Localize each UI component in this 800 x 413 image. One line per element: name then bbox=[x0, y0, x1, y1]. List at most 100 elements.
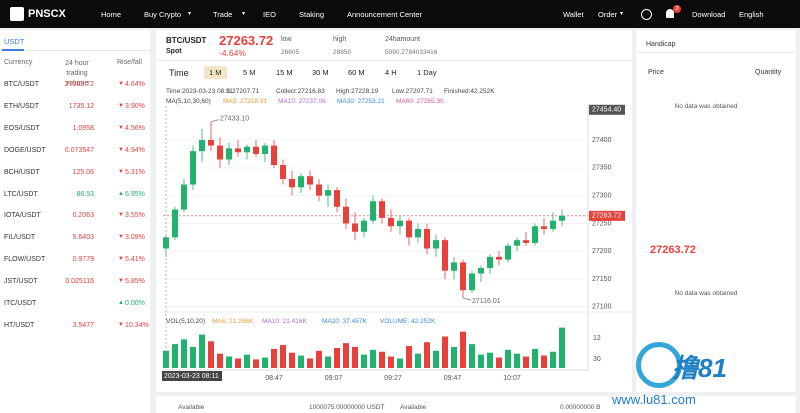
candle-body bbox=[433, 240, 439, 249]
candle-body bbox=[451, 262, 457, 271]
ma-legend-item: MA5: 27218.91 bbox=[223, 98, 268, 105]
candle-body bbox=[397, 220, 403, 227]
ticker-stat-value: 26605 bbox=[281, 49, 300, 56]
interval-button[interactable]: 60 M bbox=[348, 68, 365, 77]
ticker-price: 27263.72 bbox=[219, 33, 274, 48]
market-change: 6.95% bbox=[125, 190, 145, 198]
volume-bar bbox=[559, 327, 565, 368]
annotation-line bbox=[210, 119, 220, 123]
nav-right-item[interactable]: English bbox=[739, 10, 764, 19]
watermark-logo: 撸81 bbox=[672, 353, 727, 383]
volume-bar bbox=[262, 357, 268, 368]
ticker-market: Spot bbox=[166, 48, 182, 55]
candle-body bbox=[505, 245, 511, 260]
market-arrow: ▼ bbox=[118, 234, 124, 241]
market-arrow: ▼ bbox=[118, 321, 124, 328]
candle-body bbox=[199, 140, 205, 152]
vol-legend-item: VOLUME: 42.252K bbox=[380, 318, 436, 325]
volume-bar bbox=[460, 331, 466, 368]
volume-bar bbox=[208, 341, 214, 368]
market-pair[interactable]: DOGE/USDT bbox=[4, 146, 46, 154]
volume-bar bbox=[388, 356, 394, 368]
candle-body bbox=[316, 184, 322, 196]
footer-panel bbox=[156, 396, 796, 413]
market-pair[interactable]: IOTA/USDT bbox=[4, 212, 41, 220]
nav-right-item[interactable]: Wallet bbox=[563, 10, 584, 19]
nav-right-item[interactable]: Download bbox=[692, 10, 726, 19]
candle-body bbox=[442, 240, 448, 271]
footer-text: 0.00000000 B bbox=[560, 404, 601, 411]
candle-body bbox=[217, 145, 223, 160]
ma-legend-item: MA10: 27237.06 bbox=[278, 98, 326, 105]
dropdown-caret: ▾ bbox=[188, 11, 192, 17]
divider bbox=[636, 52, 796, 53]
market-pair[interactable]: FLOW/USDT bbox=[4, 256, 46, 264]
x-tick-label: 09:27 bbox=[384, 375, 402, 382]
candle-body bbox=[172, 209, 178, 238]
ticker-stat-label: high bbox=[333, 36, 347, 43]
max-annotation: 27433.10 bbox=[220, 116, 249, 123]
volume-bar bbox=[424, 342, 430, 368]
volume-bar bbox=[523, 356, 529, 368]
market-pair[interactable]: ETH/USDT bbox=[4, 102, 39, 110]
market-panel bbox=[0, 30, 150, 413]
vol-axis-label: 30 bbox=[593, 356, 601, 363]
nav-item[interactable]: IEO bbox=[263, 10, 276, 19]
candle-body bbox=[559, 215, 565, 221]
bell-icon[interactable] bbox=[666, 9, 674, 18]
ma-label: MA(5,10,30,60) bbox=[166, 98, 211, 105]
interval-button[interactable]: 4 H bbox=[385, 68, 397, 77]
candle-body bbox=[271, 145, 277, 166]
ma-legend-item: MA60: 27265.30 bbox=[396, 98, 444, 105]
last-price-label: 27263.72 bbox=[592, 213, 621, 220]
market-pair[interactable]: JST/USDT bbox=[4, 278, 38, 286]
nav-item[interactable]: Buy Crypto bbox=[144, 10, 182, 19]
nav-item[interactable]: Home bbox=[101, 10, 122, 19]
interval-button[interactable]: 1 M bbox=[204, 66, 227, 79]
market-pair[interactable]: LTC/USDT bbox=[4, 190, 38, 198]
volume-bar bbox=[487, 352, 493, 368]
interval-button[interactable]: 1 Day bbox=[417, 68, 437, 77]
orderbook-header: Quantity bbox=[755, 69, 782, 76]
nav-item[interactable]: Trade bbox=[213, 10, 233, 19]
user-icon[interactable] bbox=[641, 9, 652, 20]
market-arrow: ▼ bbox=[118, 81, 124, 87]
market-pair[interactable]: FIL/USDT bbox=[4, 234, 36, 242]
market-price: 86.53 bbox=[76, 190, 94, 198]
volume-bar bbox=[190, 346, 196, 368]
market-pair[interactable]: ITC/USDT bbox=[4, 300, 37, 307]
market-pair[interactable]: HT/USDT bbox=[4, 321, 35, 329]
market-change: 4.94% bbox=[125, 146, 145, 154]
market-pair[interactable]: BCH/USDT bbox=[4, 168, 40, 176]
logo: PNSCX bbox=[28, 8, 66, 20]
footer-text: Available bbox=[178, 404, 205, 411]
volume-bar bbox=[289, 352, 295, 368]
interval-button[interactable]: 5 M bbox=[243, 68, 256, 77]
ticker-stat-value: 28850 bbox=[333, 49, 352, 56]
market-tab[interactable]: USDT bbox=[4, 37, 25, 46]
volume-bar bbox=[397, 358, 403, 368]
candle-body bbox=[298, 176, 304, 188]
candle-body bbox=[280, 165, 286, 179]
vol-legend-item: MA10: 21.416K bbox=[262, 318, 307, 325]
market-change: 5.41% bbox=[125, 256, 145, 264]
interval-button[interactable]: 30 M bbox=[312, 68, 329, 77]
nav-item[interactable]: Staking bbox=[299, 10, 325, 19]
market-pair[interactable]: BTC/USDT bbox=[4, 81, 39, 88]
market-pair[interactable]: EOS/USDT bbox=[4, 124, 40, 132]
x-tick-label: 09:47 bbox=[444, 375, 462, 382]
market-price: 0.025116 bbox=[65, 278, 94, 286]
nav-item[interactable]: Announcement Center bbox=[347, 10, 423, 19]
watermark-circle bbox=[636, 342, 682, 388]
market-change: 0.00% bbox=[125, 300, 145, 307]
x-tick-label: 09:07 bbox=[325, 375, 343, 382]
vol-axis-label: 12 bbox=[593, 335, 601, 342]
volume-bar bbox=[550, 351, 556, 368]
candle-body bbox=[325, 190, 331, 196]
nav-right-item[interactable]: Order bbox=[598, 10, 618, 19]
interval-button[interactable]: 15 M bbox=[276, 68, 293, 77]
volume-bar bbox=[370, 349, 376, 368]
candle-body bbox=[262, 145, 268, 154]
ticker-change: -4.64% bbox=[219, 48, 246, 58]
